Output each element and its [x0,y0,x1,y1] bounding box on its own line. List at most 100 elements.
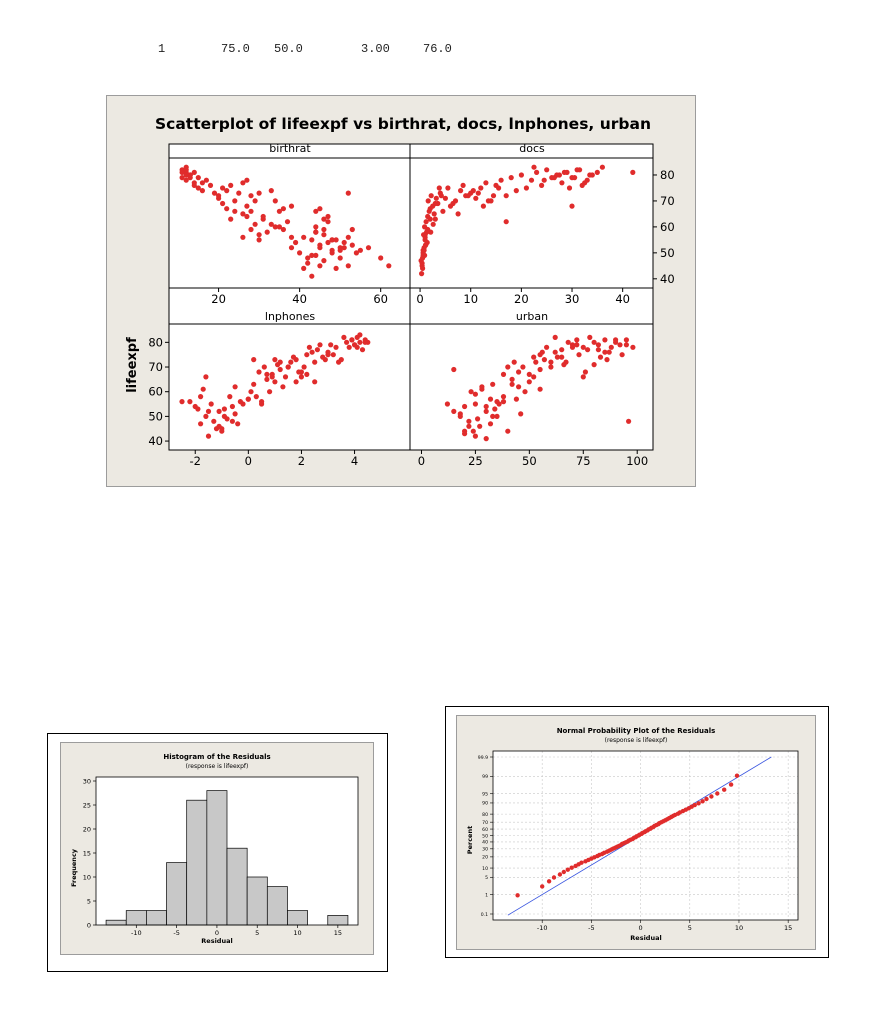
histogram-bar [266,886,288,926]
normal-probability-plot-chart: Normal Probability Plot of the Residuals… [456,715,816,950]
data-point [513,188,519,194]
x-tick-label: -5 [173,929,179,937]
data-point [252,198,258,204]
data-point [198,394,204,400]
data-point [191,180,197,186]
data-point [462,403,468,410]
data-point [321,258,327,264]
data-point [450,200,456,207]
data-point [288,203,295,209]
chart-subtitle: (response is lifeexpf) [605,737,668,744]
data-point [445,185,451,191]
data-point [552,334,558,340]
y-axis-label: lifeexpf [125,337,140,393]
data-point [551,875,557,880]
data-point [485,198,491,204]
data-point [569,203,575,209]
data-point [179,399,185,405]
data-point [602,337,608,343]
x-tick-label: 10 [293,929,301,937]
x-tick-label: 40 [615,292,630,306]
x-axis-label: Residual [630,934,661,942]
data-point [341,239,347,246]
data-point [353,250,359,256]
y-tick-label: 20 [83,826,91,834]
data-point [293,379,299,385]
data-point [365,245,372,251]
data-point [709,794,714,799]
data-point [301,234,307,240]
data-point [244,177,250,183]
data-point [325,213,331,220]
data-point [591,362,597,368]
y-tick-label: 20 [482,855,488,861]
data-point [236,190,242,196]
data-point [518,172,524,178]
data-point [285,364,291,370]
data-point [357,339,363,345]
data-point [548,359,554,365]
data-point [357,247,363,253]
data-point [561,169,567,175]
data-point [492,406,498,412]
data-point [576,352,582,358]
data-point [623,342,630,348]
data-point [179,169,185,175]
data-point [509,381,515,387]
data-point [479,386,485,392]
data-point [224,416,230,422]
x-tick-label: 30 [565,292,580,306]
data-point [240,180,246,186]
data-point [432,200,438,207]
data-point [235,421,241,427]
x-tick-label: 75 [576,454,591,468]
data-point [268,188,274,194]
data-point [508,175,514,181]
data-point [503,219,509,225]
data-point [306,344,312,350]
data-point [198,421,204,427]
data-point [420,265,426,271]
data-point [317,242,323,248]
data-point [305,255,311,261]
panel-label-lnphones: lnphones [265,310,315,323]
data-row: 1 75.0 50.0 3.00 76.0 [0,40,877,60]
data-point [574,342,580,348]
data-point [608,344,614,350]
data-point [272,224,278,230]
y-tick-label: 70 [148,360,163,374]
data-point [333,265,339,271]
data-point [431,211,437,217]
data-point [328,342,334,348]
data-point [208,401,214,407]
data-point [325,239,331,246]
data-point [256,232,262,238]
data-point [522,389,528,395]
data-point [604,357,610,363]
x-tick-label: 25 [468,454,483,468]
data-point [572,175,578,181]
data-point [423,219,429,225]
data-point [337,255,343,261]
data-point [597,354,604,360]
data-point [487,396,494,402]
histogram-bar [206,790,228,926]
data-point [477,423,483,429]
data-point [619,352,625,358]
data-point [232,208,238,214]
data-point [513,396,519,402]
data-point [277,359,283,365]
histogram-bar [287,910,308,926]
y-tick-label: 70 [482,820,488,826]
data-point [337,247,343,253]
data-point [587,334,593,340]
y-tick-label: 80 [660,168,675,182]
data-point [301,364,307,370]
data-point [183,177,189,183]
data-point [205,408,212,414]
y-tick-label: 30 [83,778,91,786]
data-row-cell: 50.0 [274,42,303,56]
data-point [199,188,205,194]
data-point [298,374,304,380]
data-point [183,172,189,178]
